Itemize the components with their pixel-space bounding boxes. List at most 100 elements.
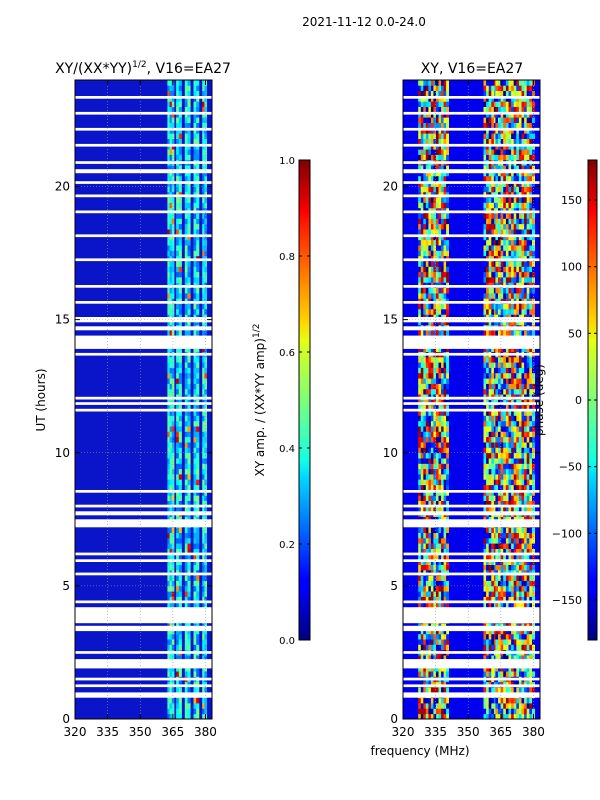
heatmap-cell [495,708,499,715]
heatmap-cell [423,127,427,134]
heatmap-cell [169,548,173,555]
heatmap-cell [438,633,442,640]
heatmap-cell [423,197,427,203]
heatmap-cell [430,356,434,363]
heatmap-cell [176,117,180,123]
heatmap-cell [178,186,182,193]
heatmap-cell [423,133,427,139]
heatmap-cell [503,223,507,230]
heatmap-cell [503,202,507,209]
heatmap-cell [193,452,197,459]
heatmap-cell [196,229,200,235]
heatmap-cell [529,431,533,438]
heatmap-cell [524,585,528,592]
heatmap-cell [483,122,487,129]
heatmap-cell [193,474,197,480]
heatmap-cell [505,458,509,464]
heatmap-cell [176,223,180,230]
heatmap-cell [500,431,504,438]
heatmap-cell [508,346,512,352]
heatmap-cell [511,564,515,571]
heatmap-cell [443,708,447,715]
heatmap-cell [436,287,439,294]
heatmap-cell [508,687,512,693]
heatmap-cell [433,250,437,257]
heatmap-cell [505,197,509,203]
heatmap-cell [500,356,504,363]
heatmap-cell [495,410,499,416]
heatmap-cell [495,490,499,496]
heatmap-cell [446,383,449,390]
heatmap-cell [518,245,522,251]
heatmap-cell [187,229,191,235]
heatmap-cell [491,356,495,363]
heatmap-cell [500,553,504,560]
heatmap-cell [184,367,188,374]
heatmap-cell [418,372,422,379]
heatmap-cell [438,452,442,459]
heatmap-cell [193,564,197,571]
heatmap-cell [176,277,180,283]
heatmap-cell [521,277,525,283]
heatmap-cell [187,223,191,230]
heatmap-cell [423,239,427,246]
heatmap-cell [446,591,449,597]
heatmap-cell [418,532,422,539]
heatmap-cell [418,687,422,693]
heatmap-cell [436,490,439,496]
heatmap-cell [438,101,442,107]
heatmap-cell [446,553,449,560]
heatmap-cell [187,452,191,459]
heatmap-cell [425,458,429,464]
heatmap-cell [438,165,442,171]
heatmap-cell [503,442,507,448]
heatmap-cell [202,708,205,715]
heatmap-cell [418,266,422,273]
heatmap-cell [178,537,182,544]
heatmap-cell [187,596,191,603]
heatmap-cell [532,293,535,299]
heatmap-cell [521,346,525,352]
heatmap-cell [178,239,182,246]
heatmap-cell [430,383,434,390]
heatmap-cell [167,596,170,603]
heatmap-cell [430,239,434,246]
heatmap-cell [441,388,444,395]
heatmap-cell [425,596,429,603]
heatmap-cell [524,431,528,438]
heatmap-cell [500,175,504,182]
heatmap-cell [513,420,517,427]
heatmap-cell [425,463,429,470]
heatmap-cell [488,372,492,379]
heatmap-cell [425,122,429,129]
heatmap-cell [184,468,188,475]
heatmap-cell [418,415,422,422]
heatmap-cell [488,575,492,581]
heatmap-cell [184,601,188,608]
heatmap-cell [184,197,188,203]
heatmap-cell [169,303,173,310]
heatmap-cell [532,628,535,635]
heatmap-cell [521,687,525,693]
heatmap-cell [171,117,175,123]
heatmap-cell [483,585,487,592]
heatmap-cell [169,245,173,251]
heatmap-cell [167,223,170,230]
heatmap-cell [518,415,522,422]
heatmap-cell [420,404,424,411]
heatmap-cell [202,330,205,336]
heatmap-cell [500,447,504,454]
heatmap-cell [488,330,492,336]
heatmap-cell [176,548,180,555]
heatmap-cell [428,239,432,246]
heatmap-cell [516,261,520,267]
heatmap-cell [488,85,492,91]
heatmap-cell [526,644,530,651]
heatmap-cell [420,708,424,715]
heatmap-cell [511,458,515,464]
heatmap-cell [184,436,188,443]
heatmap-cell [524,553,528,560]
heatmap-cell [193,447,197,454]
heatmap-cell [169,495,173,501]
heatmap-cell [193,388,197,395]
